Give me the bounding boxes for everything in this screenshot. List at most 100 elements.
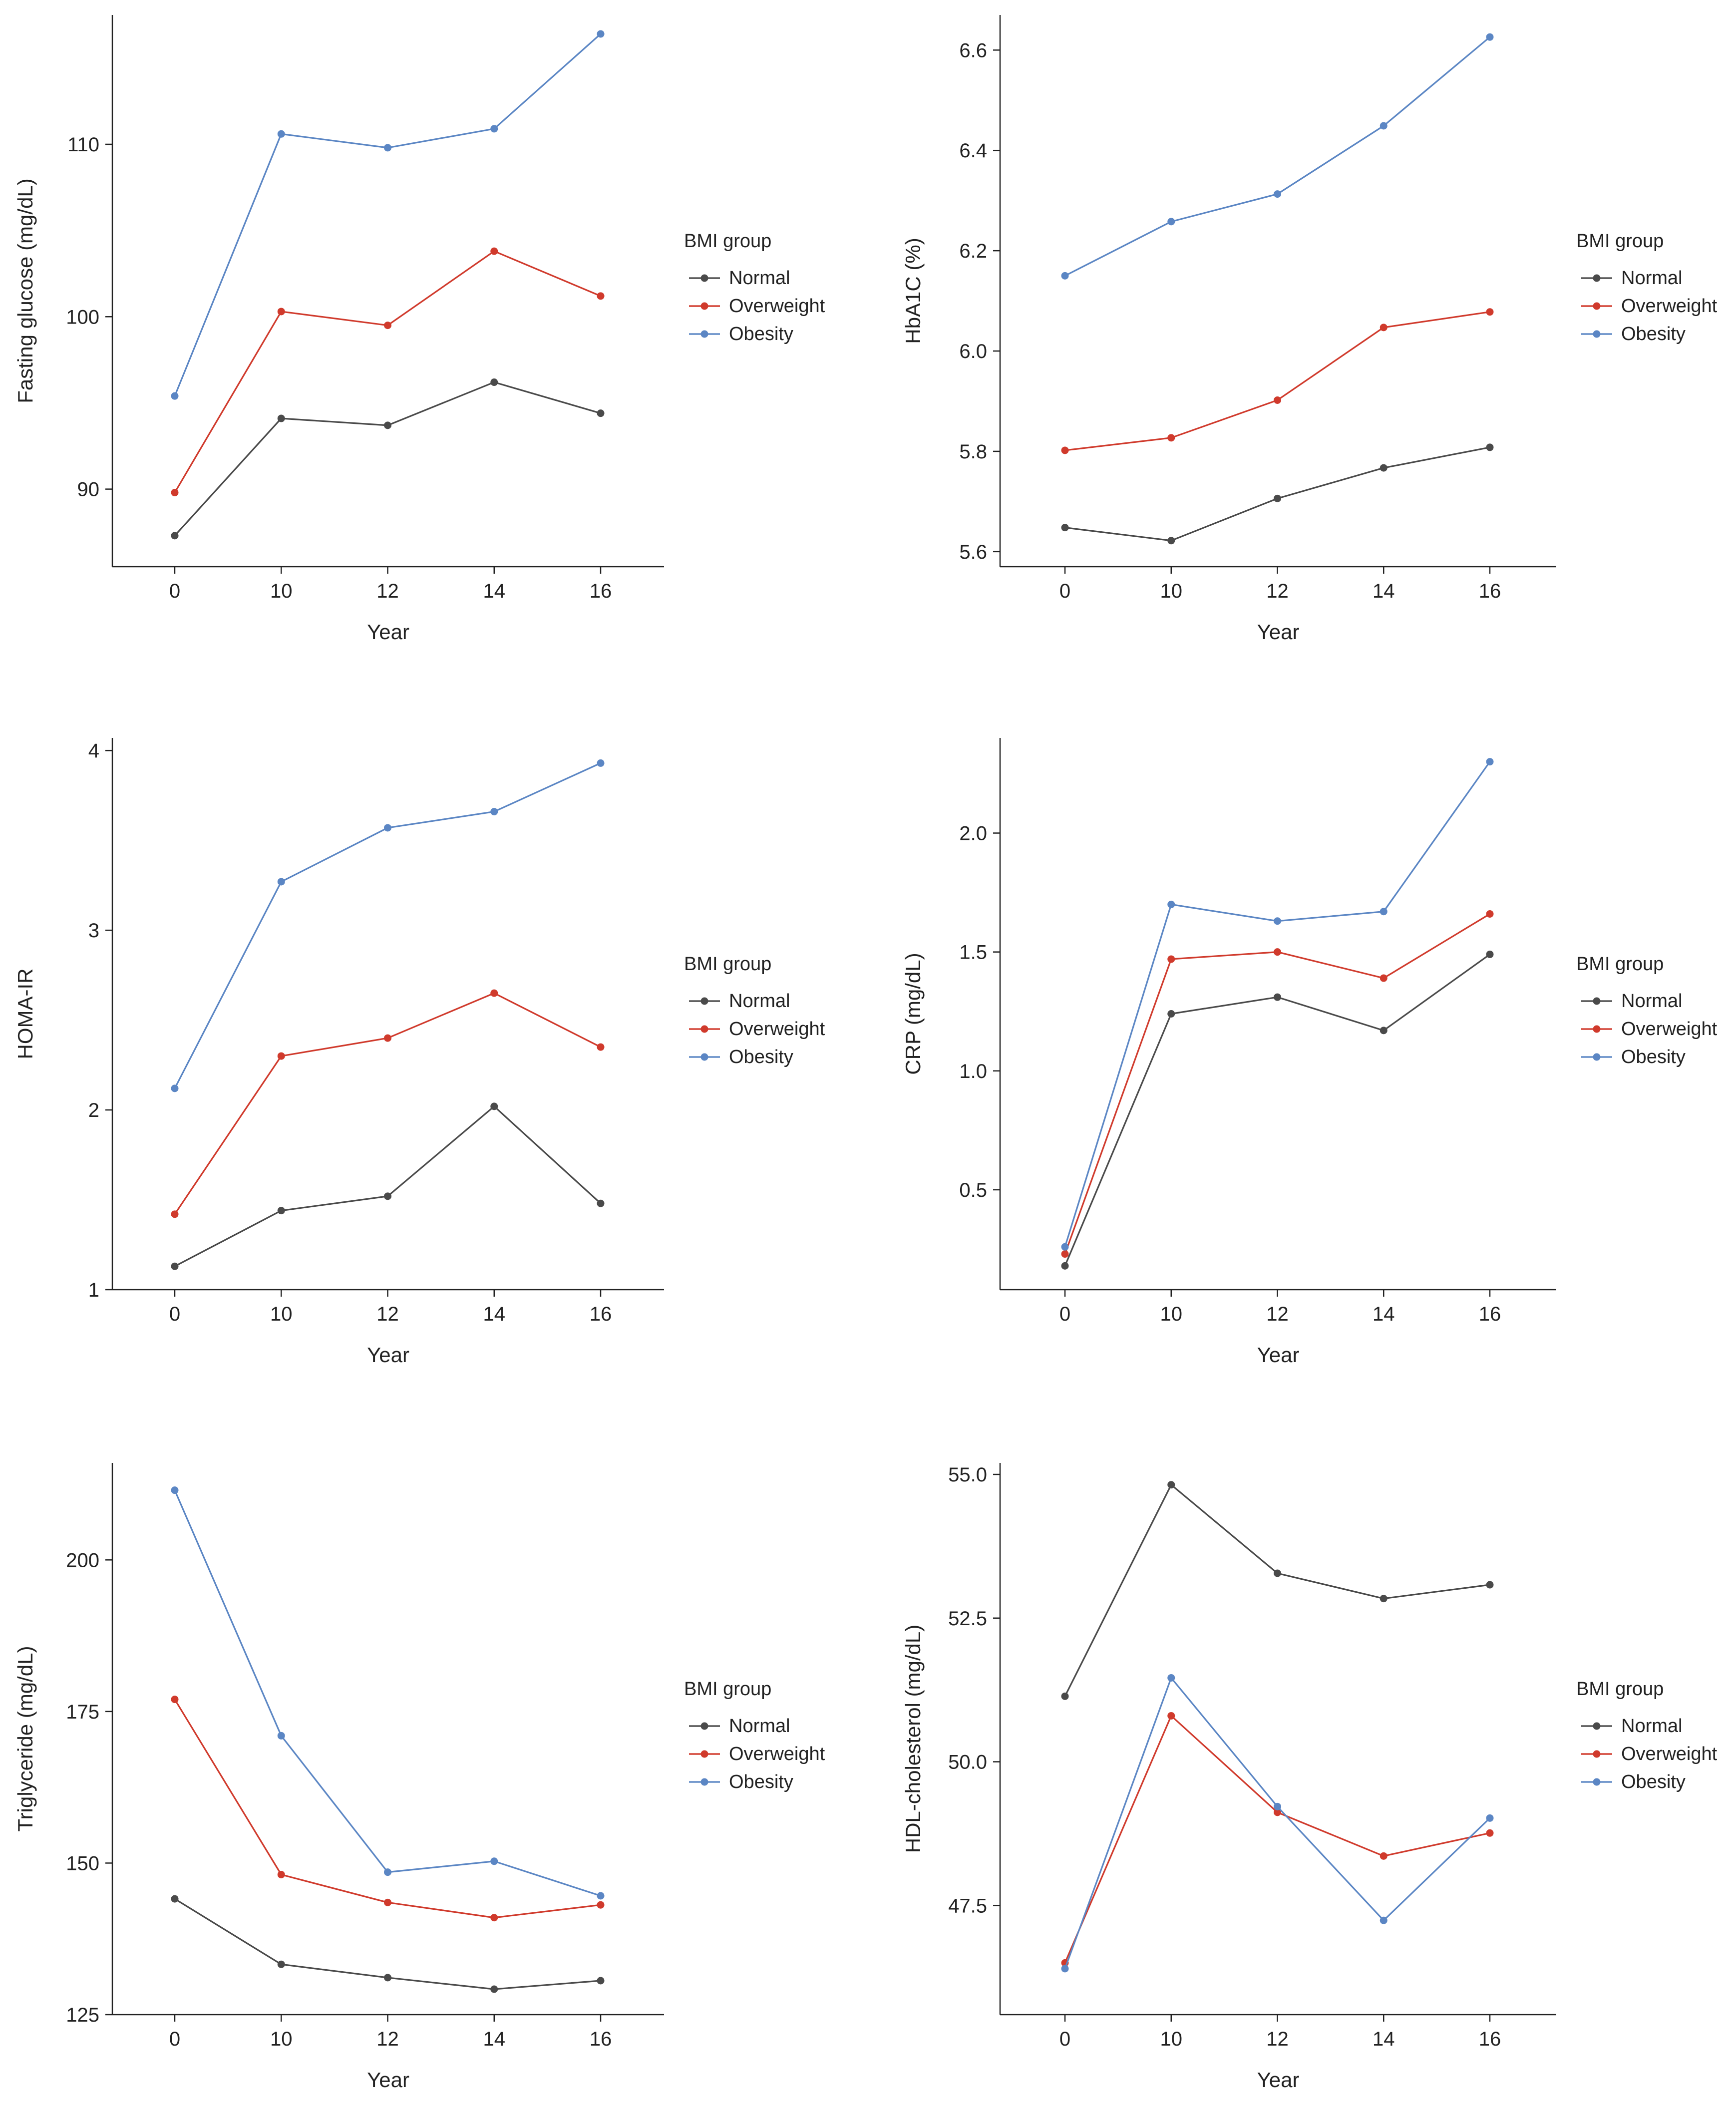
series-line-overweight — [1064, 1714, 1490, 1964]
data-point-normal — [597, 409, 605, 417]
data-point-obesity — [1061, 1965, 1069, 1973]
legend-title: BMI group — [1576, 1679, 1664, 1700]
legend-swatch-dot — [1593, 1722, 1601, 1730]
legend-swatch-dot — [700, 274, 708, 282]
data-point-obesity — [1061, 1243, 1069, 1251]
legend-label-overweight: Overweight — [1621, 296, 1718, 317]
data-point-obesity — [1380, 908, 1388, 916]
data-point-overweight — [597, 1043, 605, 1051]
legend-label-overweight: Overweight — [1621, 1744, 1718, 1764]
x-tick-label: 10 — [1160, 2028, 1183, 2050]
legend-swatch-dot — [700, 1025, 708, 1033]
data-point-obesity — [1167, 218, 1175, 226]
data-point-obesity — [1274, 917, 1281, 925]
data-point-normal — [277, 1960, 285, 1968]
data-point-overweight — [384, 1034, 391, 1042]
legend-swatch-dot — [700, 330, 708, 338]
y-tick-label: 6.6 — [959, 39, 987, 61]
legend-swatch-dot — [700, 1053, 708, 1061]
x-axis-title: Year — [1257, 620, 1300, 644]
data-point-normal — [1167, 1481, 1175, 1489]
data-point-normal — [171, 1262, 179, 1270]
x-tick-label: 10 — [1160, 1303, 1183, 1325]
data-point-overweight — [490, 1914, 498, 1922]
data-point-normal — [1380, 464, 1388, 472]
legend-label-normal: Normal — [1621, 268, 1682, 289]
series-obesity — [1061, 758, 1494, 1251]
x-axis-title: Year — [367, 2068, 409, 2092]
x-tick-label: 0 — [169, 2028, 180, 2050]
data-point-overweight — [1167, 955, 1175, 963]
y-tick-label: 100 — [66, 306, 99, 328]
data-point-normal — [171, 1895, 179, 1903]
data-point-normal — [171, 532, 179, 540]
data-point-overweight — [277, 308, 285, 316]
legend-swatch-dot — [1593, 1025, 1601, 1033]
data-point-normal — [277, 1207, 285, 1215]
series-line-overweight — [174, 250, 601, 493]
y-tick-label: 55.0 — [948, 1464, 987, 1486]
series-normal — [171, 378, 605, 540]
y-axis-title: HbA1C (%) — [901, 238, 925, 344]
series-line-overweight — [174, 1699, 601, 1919]
data-point-obesity — [384, 1868, 391, 1876]
data-point-overweight — [1274, 948, 1281, 956]
x-tick-label: 0 — [1059, 1303, 1070, 1325]
series-line-obesity — [1064, 36, 1491, 277]
legend-label-overweight: Overweight — [729, 1744, 825, 1764]
x-tick-label: 12 — [1266, 1303, 1289, 1325]
data-point-overweight — [1486, 308, 1494, 316]
x-tick-label: 10 — [270, 580, 293, 602]
data-point-normal — [597, 1199, 605, 1207]
data-point-overweight — [1167, 434, 1175, 442]
legend-title: BMI group — [684, 231, 771, 252]
series-line-normal — [174, 381, 601, 536]
legend-swatch-dot — [700, 1778, 708, 1786]
series-overweight — [171, 247, 605, 497]
data-point-overweight — [1486, 910, 1494, 918]
data-point-overweight — [277, 1052, 285, 1060]
y-tick-label: 200 — [66, 1549, 99, 1571]
x-tick-label: 0 — [169, 1303, 180, 1325]
data-point-obesity — [171, 1084, 179, 1092]
series-obesity — [1061, 33, 1494, 280]
data-point-obesity — [1274, 190, 1281, 198]
chart-panel-1: 90 100 110 0 10 12 14 16 Year Fasting glucose (mg… — [13, 15, 825, 644]
x-tick-label: 16 — [590, 2028, 612, 2050]
legend-swatch-dot — [1593, 330, 1601, 338]
legend-swatch-dot — [1593, 1750, 1601, 1758]
data-point-overweight — [1380, 974, 1388, 982]
chart-panel-6: 47.5 50.0 52.5 55.0 0 10 12 14 16 Year HDL-cholest… — [901, 1463, 1718, 2092]
y-tick-label: 6.4 — [959, 140, 987, 162]
x-tick-label: 0 — [169, 580, 180, 602]
legend-swatch-dot — [700, 1750, 708, 1758]
y-tick-label: 52.5 — [948, 1608, 987, 1630]
legend: BMI group Normal Overweight Obesity — [684, 954, 825, 1067]
data-point-normal — [384, 1192, 391, 1200]
y-tick-label: 150 — [66, 1852, 99, 1874]
x-tick-label: 16 — [590, 580, 612, 602]
legend: BMI group Normal Overweight Obesity — [684, 1679, 825, 1792]
y-tick-label: 47.5 — [948, 1895, 987, 1917]
data-point-normal — [1274, 494, 1281, 502]
series-line-overweight — [174, 992, 601, 1215]
series-line-obesity — [174, 33, 602, 396]
series-line-normal — [1064, 1483, 1490, 1697]
series-overweight — [1061, 308, 1494, 454]
data-point-normal — [1486, 1581, 1494, 1589]
y-axis-title: Fasting glucose (mg/dL) — [13, 178, 37, 403]
data-point-obesity — [1061, 272, 1069, 280]
y-tick-label: 1.0 — [959, 1060, 987, 1082]
x-tick-label: 16 — [590, 1303, 612, 1325]
data-point-normal — [1380, 1595, 1388, 1603]
series-overweight — [1061, 910, 1494, 1258]
data-point-obesity — [490, 125, 498, 133]
x-tick-label: 0 — [1059, 2028, 1070, 2050]
legend-label-normal: Normal — [729, 1716, 790, 1737]
chart-panel-4: 0.5 1.0 1.5 2.0 0 10 12 14 16 Year CRP (mg/dL) BMI … — [901, 738, 1718, 1367]
data-point-obesity — [597, 1892, 605, 1900]
series-normal — [1061, 443, 1494, 545]
x-tick-label: 12 — [1266, 580, 1289, 602]
data-point-normal — [1274, 1569, 1281, 1577]
series-overweight — [171, 1696, 605, 1922]
